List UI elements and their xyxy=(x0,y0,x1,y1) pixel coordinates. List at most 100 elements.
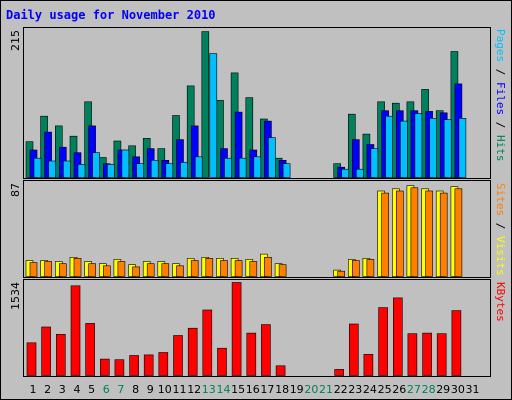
legend-top-part-2: Files xyxy=(494,82,507,115)
day-label-11: 11 xyxy=(173,383,187,396)
sites-bar-day-13 xyxy=(205,257,214,277)
kbytes-bar-day-14 xyxy=(217,347,227,376)
day-label-8: 8 xyxy=(132,383,139,396)
legend-bottom: KBytes xyxy=(494,282,507,322)
pages-bar-day-30 xyxy=(458,118,467,178)
sites-bar-day-3 xyxy=(58,263,67,277)
sites-bar-day-7 xyxy=(117,261,126,277)
kbytes-bar-day-27 xyxy=(407,333,418,376)
day-label-19: 19 xyxy=(290,383,304,396)
day-label-30: 30 xyxy=(451,383,465,396)
day-label-15: 15 xyxy=(231,383,245,396)
day-label-25: 25 xyxy=(378,383,392,396)
day-label-27: 27 xyxy=(407,383,421,396)
sites-bar-day-26 xyxy=(395,190,404,277)
day-label-29: 29 xyxy=(436,383,450,396)
sites-bar-day-8 xyxy=(132,266,140,277)
kbytes-bar-day-17 xyxy=(261,324,271,376)
kbytes-bar-day-18 xyxy=(275,365,286,376)
pages-bar-day-17 xyxy=(268,137,276,178)
kbytes-bar-day-12 xyxy=(187,327,198,376)
sites-bar-day-12 xyxy=(190,260,199,277)
pages-bar-day-1 xyxy=(33,157,42,178)
day-label-20: 20 xyxy=(304,383,318,396)
kbytes-bar-day-26 xyxy=(392,297,403,376)
kbytes-bar-day-23 xyxy=(348,323,359,376)
legend-top-part-0: Pages xyxy=(494,29,507,62)
day-label-17: 17 xyxy=(260,383,274,396)
ymax-visits: 87 xyxy=(9,183,22,197)
day-label-1: 1 xyxy=(30,383,37,396)
day-label-10: 10 xyxy=(158,383,172,396)
pages-bar-day-26 xyxy=(399,120,408,178)
ymax-kbytes: 1534 xyxy=(9,282,22,310)
pages-bar-day-6 xyxy=(107,164,115,178)
files-bar-day-15 xyxy=(234,111,243,178)
sites-bar-day-2 xyxy=(44,261,52,277)
legend-middle-part-1: / xyxy=(494,216,507,236)
pages-bar-day-11 xyxy=(180,162,188,178)
kbytes-bar-day-9 xyxy=(143,354,154,376)
hits-bar-day-16 xyxy=(245,97,254,178)
files-bar-day-11 xyxy=(176,139,184,178)
pages-bar-day-28 xyxy=(429,118,437,178)
pages-bar-day-9 xyxy=(150,160,159,178)
day-label-31: 31 xyxy=(466,383,480,396)
panel-hits-files-pages xyxy=(23,27,491,179)
kbytes-bar-day-24 xyxy=(363,353,374,376)
day-label-12: 12 xyxy=(187,383,201,396)
kbytes-bar-day-7 xyxy=(114,359,125,376)
kbytes-bar-day-11 xyxy=(173,335,183,376)
day-labels: 1 2 3 4 5 6 7 8 9 10 11 12 13 14 15 16 17 18 19 20 21 22 23 24 2… xyxy=(30,383,480,396)
sites-bar-day-15 xyxy=(234,260,243,277)
chart-title: Daily usage for November 2010 xyxy=(6,8,216,22)
day-label-13: 13 xyxy=(202,383,216,396)
pages-bar-day-22 xyxy=(341,168,350,178)
panel-kbytes xyxy=(23,279,491,377)
kbytes-bar-day-2 xyxy=(41,326,51,376)
panel-visits-sites xyxy=(23,180,491,278)
sites-bar-day-11 xyxy=(176,265,184,277)
pages-bar-day-5 xyxy=(92,152,100,178)
day-label-2: 2 xyxy=(44,383,51,396)
sites-bar-day-27 xyxy=(410,187,419,277)
sites-bar-day-29 xyxy=(439,192,448,277)
kbytes-bar-day-6 xyxy=(100,358,110,376)
legend-top-part-4: Hits xyxy=(494,135,507,162)
pages-bar-day-18 xyxy=(282,163,291,178)
sites-bar-day-23 xyxy=(351,260,360,277)
pages-bar-day-14 xyxy=(224,157,232,178)
pages-bar-day-3 xyxy=(62,160,71,178)
sites-bar-day-24 xyxy=(366,259,375,277)
day-label-14: 14 xyxy=(217,383,231,396)
day-label-5: 5 xyxy=(88,383,95,396)
day-label-16: 16 xyxy=(246,383,260,396)
bars-layer xyxy=(25,31,467,376)
files-bar-day-5 xyxy=(88,125,96,178)
sites-bar-day-14 xyxy=(220,260,228,277)
pages-bar-day-8 xyxy=(136,163,144,178)
pages-bar-day-29 xyxy=(443,119,452,178)
hits-bar-day-13 xyxy=(201,31,210,178)
sites-bar-day-9 xyxy=(146,263,155,277)
sites-bar-day-18 xyxy=(278,264,287,277)
kbytes-bar-day-28 xyxy=(422,332,432,376)
day-label-7: 7 xyxy=(117,383,124,396)
sites-bar-day-30 xyxy=(454,188,463,277)
sites-bar-day-28 xyxy=(425,190,433,277)
day-label-6: 6 xyxy=(103,383,110,396)
kbytes-bar-day-1 xyxy=(26,342,37,376)
legend-top: Pages / Files / Hits xyxy=(494,29,507,162)
day-label-26: 26 xyxy=(392,383,406,396)
pages-bar-day-4 xyxy=(77,164,86,178)
day-label-22: 22 xyxy=(334,383,348,396)
pages-bar-day-23 xyxy=(355,168,364,178)
pages-bar-day-24 xyxy=(370,148,379,178)
ymax-hits: 215 xyxy=(9,30,22,51)
kbytes-bar-day-8 xyxy=(129,355,139,376)
day-label-18: 18 xyxy=(275,383,289,396)
day-label-23: 23 xyxy=(348,383,362,396)
files-bar-day-12 xyxy=(190,125,199,178)
legend-top-part-3: / xyxy=(494,115,507,135)
